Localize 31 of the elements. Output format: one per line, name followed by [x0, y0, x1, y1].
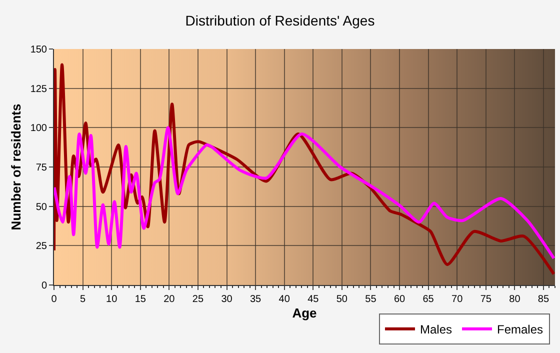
- x-tick-label: 30: [221, 294, 233, 305]
- legend-label: Females: [497, 322, 544, 336]
- y-axis-title: Number of residents: [8, 104, 24, 230]
- x-tick-label: 85: [538, 294, 550, 305]
- y-tick-label: 50: [36, 202, 48, 213]
- x-tick-label: 50: [336, 294, 348, 305]
- y-tick-label: 125: [30, 84, 48, 95]
- x-tick-label: 25: [192, 294, 204, 305]
- x-tick-label: 60: [394, 294, 406, 305]
- legend-label: Males: [420, 322, 452, 336]
- y-tick-label: 100: [30, 123, 48, 134]
- x-tick-label: 75: [480, 294, 492, 305]
- x-tick-label: 10: [106, 294, 118, 305]
- x-tick-label: 45: [308, 294, 320, 305]
- x-axis-title: Age: [292, 306, 317, 321]
- x-tick-label: 0: [51, 294, 58, 305]
- chart-title: Distribution of Residents' Ages: [185, 12, 375, 29]
- x-tick-label: 20: [164, 294, 176, 305]
- x-tick-label: 35: [250, 294, 262, 305]
- x-tick-label: 5: [80, 294, 86, 305]
- y-tick-label: 0: [41, 280, 48, 292]
- x-tick-label: 55: [365, 294, 377, 305]
- y-tick-label: 25: [36, 241, 48, 252]
- y-tick-label: 75: [36, 162, 48, 174]
- line-series: [54, 126, 555, 260]
- x-tick-label: 15: [134, 294, 146, 305]
- x-tick-label: 70: [452, 294, 464, 305]
- x-tick-label: 80: [509, 294, 521, 305]
- y-tick-label: 150: [30, 44, 48, 56]
- x-tick-label: 40: [278, 294, 290, 305]
- x-tick-label: 65: [422, 294, 434, 305]
